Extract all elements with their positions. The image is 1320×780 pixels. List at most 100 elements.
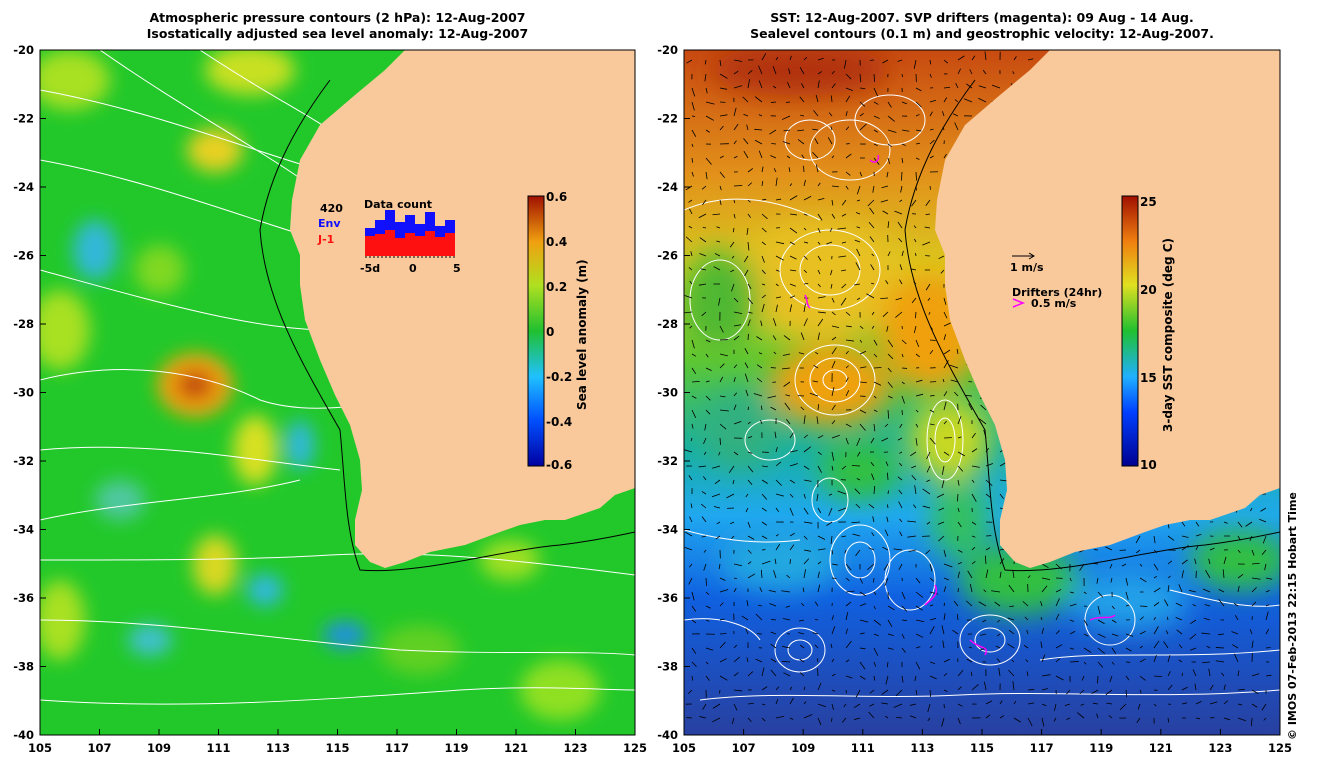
velocity-arrow xyxy=(1221,672,1225,677)
velocity-arrow xyxy=(943,658,951,663)
velocity-arrow xyxy=(761,507,767,512)
velocity-arrow xyxy=(929,604,934,607)
velocity-arrow xyxy=(831,213,836,219)
velocity-arrow xyxy=(761,303,765,313)
velocity-arrow xyxy=(873,485,876,495)
velocity-arrow xyxy=(1041,688,1049,691)
velocity-arrow xyxy=(901,605,908,612)
data-count-bar xyxy=(405,215,415,233)
data-count-bar xyxy=(405,233,415,256)
velocity-arrow xyxy=(926,521,931,525)
velocity-arrow xyxy=(915,646,921,649)
velocity-arrow xyxy=(1097,619,1105,625)
velocity-arrow xyxy=(803,493,806,499)
drifters-legend-scale: 0.5 m/s xyxy=(1031,297,1077,310)
velocity-arrow xyxy=(881,702,889,705)
sla-colorbar-tick: 0.6 xyxy=(546,190,567,204)
velocity-arrow xyxy=(1081,675,1085,681)
velocity-arrow xyxy=(901,129,910,132)
velocity-arrow xyxy=(1125,577,1129,586)
velocity-arrow xyxy=(887,395,893,399)
velocity-arrow xyxy=(859,619,869,623)
velocity-arrow xyxy=(719,87,728,90)
velocity-arrow xyxy=(747,702,754,705)
velocity-arrow xyxy=(775,304,778,313)
velocity-arrow xyxy=(845,601,852,607)
velocity-arrow xyxy=(1040,601,1043,607)
velocity-arrow xyxy=(929,73,932,78)
lon-tick-label: 115 xyxy=(970,741,994,755)
velocity-arrow xyxy=(887,381,893,388)
velocity-arrow xyxy=(775,686,780,691)
velocity-arrow xyxy=(1027,58,1034,61)
velocity-arrow xyxy=(831,404,836,411)
velocity-arrow xyxy=(1076,712,1085,719)
velocity-arrow xyxy=(830,95,833,103)
lat-tick-label: -34 xyxy=(13,523,34,537)
velocity-arrow xyxy=(733,335,740,341)
velocity-arrow xyxy=(800,114,805,117)
velocity-arrow xyxy=(728,465,735,474)
velocity-arrow xyxy=(1139,563,1143,567)
lat-tick-label: -24 xyxy=(657,180,678,194)
lon-tick-label: 119 xyxy=(1089,741,1113,755)
velocity-arrow xyxy=(747,79,750,89)
velocity-arrow xyxy=(803,282,809,285)
velocity-arrow xyxy=(1097,675,1099,684)
velocity-arrow xyxy=(929,139,935,145)
velocity-arrow xyxy=(1008,584,1015,593)
lon-tick-label: 107 xyxy=(87,741,111,755)
velocity-arrow xyxy=(1027,717,1033,727)
velocity-arrow xyxy=(781,660,791,663)
velocity-arrow xyxy=(841,465,847,470)
velocity-arrow xyxy=(943,673,948,677)
velocity-arrow xyxy=(929,423,935,426)
velocity-arrow xyxy=(733,59,743,62)
velocity-arrow xyxy=(950,379,959,383)
velocity-arrow xyxy=(1260,507,1267,512)
velocity-arrow xyxy=(732,479,735,485)
velocity-arrow xyxy=(797,139,805,145)
velocity-arrow xyxy=(859,661,866,670)
velocity-arrow xyxy=(831,347,837,355)
lon-tick-label: 123 xyxy=(563,741,587,755)
velocity-arrow xyxy=(922,488,931,495)
velocity-arrow xyxy=(775,715,785,719)
velocity-arrow xyxy=(971,560,976,565)
velocity-arrow xyxy=(705,647,714,651)
velocity-arrow xyxy=(770,669,777,677)
velocity-arrow xyxy=(943,689,948,693)
velocity-arrow xyxy=(1083,633,1089,637)
velocity-arrow xyxy=(1153,616,1156,621)
velocity-arrow xyxy=(866,293,875,299)
velocity-arrow xyxy=(817,80,820,89)
velocity-arrow xyxy=(978,97,987,103)
velocity-arrow xyxy=(747,283,752,290)
velocity-arrow xyxy=(1137,703,1141,710)
velocity-arrow xyxy=(898,563,903,570)
data-count-bar xyxy=(395,238,405,256)
velocity-arrow xyxy=(867,199,875,207)
velocity-arrow xyxy=(719,73,728,79)
right-title-line2: Sealevel contours (0.1 m) and geostrophi… xyxy=(750,26,1214,41)
sst-colorbar-tick: 10 xyxy=(1140,458,1157,472)
velocity-arrow xyxy=(955,83,959,89)
velocity-arrow xyxy=(754,128,763,131)
velocity-arrow xyxy=(812,152,819,159)
velocity-arrow xyxy=(929,349,934,355)
velocity-arrow xyxy=(915,393,924,397)
velocity-arrow xyxy=(1203,617,1211,621)
velocity-arrow xyxy=(966,658,973,663)
velocity-arrow xyxy=(691,171,694,177)
velocity-arrow xyxy=(783,129,791,132)
velocity-arrow xyxy=(705,380,710,383)
velocity-arrow xyxy=(761,213,768,220)
velocity-arrow xyxy=(827,137,833,145)
velocity-arrow xyxy=(985,507,991,510)
velocity-arrow xyxy=(1041,703,1047,707)
velocity-arrow xyxy=(1163,641,1169,649)
velocity-arrow xyxy=(775,56,779,61)
velocity-arrow xyxy=(1096,713,1099,719)
velocity-arrow xyxy=(761,493,768,500)
velocity-arrow xyxy=(1167,671,1171,677)
